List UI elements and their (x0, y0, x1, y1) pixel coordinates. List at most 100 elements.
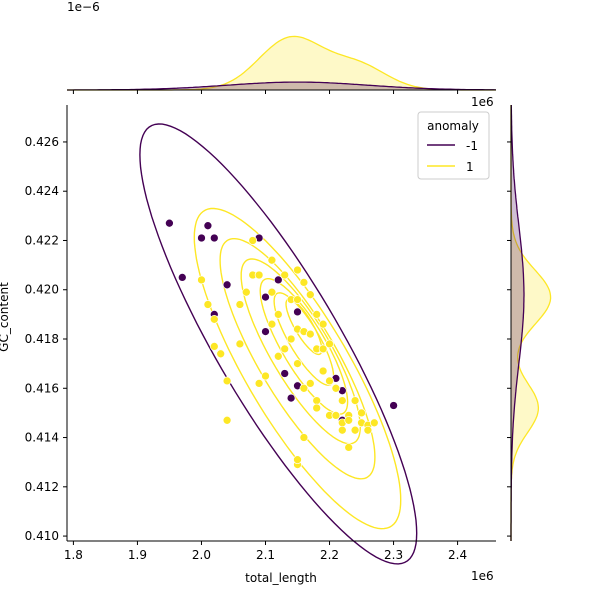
point-pos1-22 (286, 334, 296, 344)
top-marginal-density (67, 35, 497, 94)
x-axis-label: total_length (245, 571, 317, 585)
y-tick-label: 0.416 (25, 381, 59, 395)
point-pos1-9 (248, 236, 258, 245)
y-tick-label: 0.422 (25, 233, 59, 247)
contour-pos1-0 (193, 207, 402, 530)
point-pos1-35 (312, 396, 322, 405)
point-pos1-38 (318, 366, 328, 376)
contour-pos1-3 (259, 278, 349, 415)
x-tick-label: 1.8 (64, 548, 83, 562)
point-pos1-45 (337, 425, 347, 435)
point-pos1-29 (299, 383, 309, 393)
point-pos1-61 (222, 415, 232, 425)
top-density-line-neg1 (67, 81, 497, 91)
kde-contours (139, 123, 418, 565)
point-pos1-58 (299, 433, 309, 442)
point-pos1-49 (350, 396, 360, 405)
point-pos1-15 (267, 287, 277, 297)
point-pos1-13 (261, 371, 270, 381)
point-pos1-6 (235, 300, 245, 309)
point-pos1-36 (318, 319, 328, 329)
point-pos1-24 (293, 295, 302, 304)
point-pos1-19 (280, 270, 290, 280)
x-tick-label: 2.3 (384, 548, 403, 562)
main-axes: 1.8 1.9 2.0 2.1 2.2 2.3 2.4 0.410 0.412 0.414 0.41… (25, 105, 496, 562)
point-pos1-54 (363, 425, 373, 435)
point-pos1-39 (325, 339, 334, 349)
point-pos1-31 (305, 329, 315, 339)
point-neg1-10 (273, 275, 283, 285)
point-neg1-4 (209, 233, 219, 243)
point-neg1-9 (261, 292, 270, 302)
scatter-points (165, 218, 398, 469)
point-pos1-51 (357, 408, 366, 418)
point-pos1-12 (254, 379, 264, 388)
contour-pos1-1 (219, 238, 376, 480)
y-tick-label: 0.424 (25, 184, 59, 198)
x-offset-label: 1e6 (471, 569, 494, 583)
point-neg1-0 (165, 218, 174, 228)
point-neg1-2 (197, 233, 206, 243)
legend: anomaly -1 1 (417, 111, 490, 180)
point-pos1-57 (293, 455, 302, 465)
right-density-fill-pos1 (511, 105, 551, 541)
point-pos1-20 (280, 344, 290, 354)
point-pos1-48 (344, 415, 354, 425)
point-pos1-3 (209, 342, 219, 351)
y-axis-label: GC_content (0, 282, 11, 352)
point-pos1-7 (235, 339, 245, 349)
point-pos1-37 (318, 344, 328, 354)
point-pos1-1 (203, 300, 213, 309)
y-tick-label: 0.420 (25, 283, 59, 297)
point-pos1-30 (305, 290, 315, 300)
point-pos1-50 (350, 425, 360, 435)
contour-pos1-5 (285, 298, 323, 356)
x-tick-label: 2.2 (320, 548, 339, 562)
point-pos1-23 (293, 265, 302, 275)
point-neg1-1 (177, 273, 187, 282)
point-pos1-59 (312, 403, 322, 413)
point-pos1-2 (209, 314, 219, 324)
point-pos1-55 (369, 418, 379, 428)
top-marginal-offset-label: 1e−6 (67, 0, 100, 14)
x-tick-label: 2.4 (448, 548, 467, 562)
point-pos1-8 (241, 287, 251, 297)
right-marginal-offset-label: 1e6 (471, 95, 494, 109)
point-pos1-43 (331, 411, 341, 420)
point-pos1-4 (216, 349, 226, 359)
y-tick-label: 0.418 (25, 332, 59, 346)
point-pos1-40 (325, 376, 334, 386)
top-density-fill-neg1 (67, 82, 496, 90)
point-pos1-46 (337, 396, 347, 405)
point-pos1-33 (312, 310, 322, 319)
point-neg1-8 (261, 327, 270, 336)
right-marginal-density (507, 105, 552, 541)
point-pos1-27 (299, 278, 309, 287)
point-pos1-17 (273, 310, 283, 319)
point-pos1-0 (197, 275, 206, 285)
point-pos1-18 (273, 351, 283, 361)
point-neg1-19 (389, 401, 398, 410)
right-density-line-neg1 (510, 105, 525, 541)
point-pos1-26 (293, 359, 302, 368)
legend-title: anomaly (427, 119, 479, 133)
point-pos1-14 (267, 255, 277, 265)
y-tick-label: 0.426 (25, 135, 59, 149)
contour-neg1-0 (139, 123, 418, 565)
y-tick-label: 0.412 (25, 480, 59, 494)
point-pos1-42 (331, 383, 341, 393)
x-tick-label: 2.1 (256, 548, 275, 562)
x-tick-label: 2.0 (192, 548, 211, 562)
point-neg1-12 (286, 393, 296, 403)
legend-label-pos1: 1 (466, 160, 474, 174)
point-pos1-60 (344, 443, 354, 452)
point-pos1-32 (305, 379, 315, 388)
point-pos1-5 (222, 376, 232, 386)
point-neg1-13 (293, 307, 302, 317)
point-pos1-16 (267, 319, 277, 329)
right-density-fill-neg1 (511, 105, 524, 541)
y-tick-label: 0.414 (25, 431, 59, 445)
x-tick-label: 1.9 (128, 548, 147, 562)
